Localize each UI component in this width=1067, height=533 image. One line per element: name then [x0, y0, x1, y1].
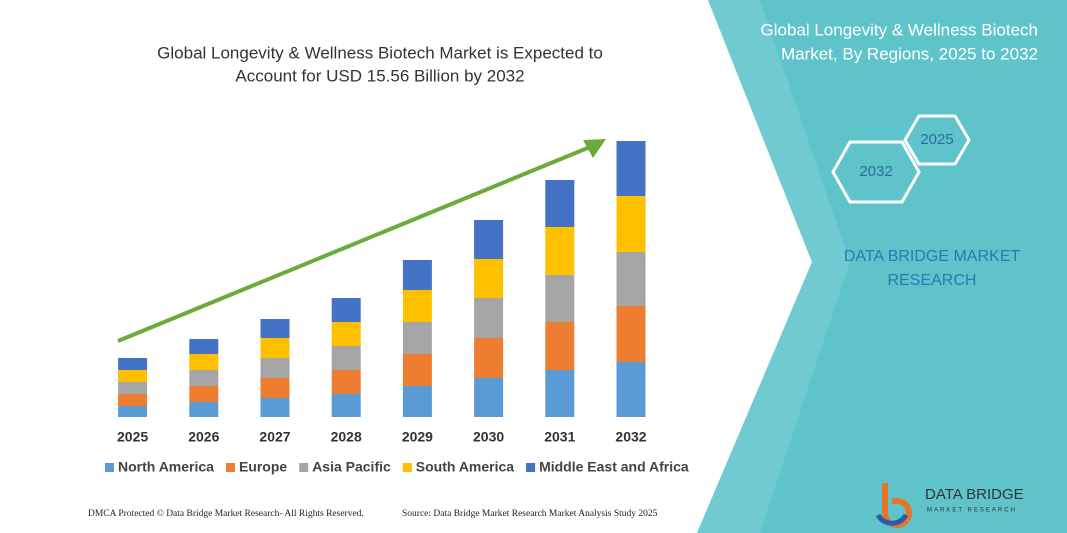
- footer-right: Source: Data Bridge Market Research Mark…: [402, 509, 658, 519]
- bars: 2025 2026 2027 2028 2029 2030 2031 2032: [117, 141, 647, 445]
- bar-segment: [474, 298, 504, 338]
- legend-label: North America: [118, 459, 214, 475]
- logo-mark: [875, 513, 909, 526]
- logo-name: DATA BRIDGE: [925, 486, 1024, 503]
- bar-segment: [260, 319, 290, 338]
- legend-swatch: [526, 463, 536, 472]
- bar-segment: [331, 394, 361, 417]
- hexagon: [903, 114, 971, 166]
- hexagon: [831, 140, 921, 204]
- bar-segment: [260, 338, 290, 358]
- x-tick-label: 2032: [615, 429, 646, 445]
- chart-title: Global Longevity & Wellness Biotech Mark…: [157, 43, 603, 62]
- bar-segment: [545, 275, 575, 322]
- bar-segment: [331, 370, 361, 394]
- bar-segment: [616, 306, 646, 362]
- bar-segment: [331, 322, 361, 346]
- panel-title: Market, By Regions, 2025 to 2032: [781, 44, 1038, 63]
- x-tick-label: 2029: [402, 429, 433, 445]
- brand-text: RESEARCH: [888, 272, 977, 289]
- bar-segment: [118, 406, 148, 417]
- legend-swatch: [105, 463, 114, 472]
- bar-segment: [189, 386, 219, 402]
- bar-segment: [616, 196, 646, 252]
- side-panel-band: [697, 0, 850, 533]
- hexagon-label: 2032: [859, 163, 892, 180]
- bar-segment: [402, 260, 432, 290]
- legend-label: Europe: [239, 459, 287, 475]
- bar-segment: [402, 290, 432, 322]
- x-tick-label: 2027: [259, 429, 290, 445]
- bar-segment: [189, 402, 219, 417]
- legend-label: South America: [416, 459, 514, 475]
- legend-swatch: [402, 463, 412, 472]
- bar-segment: [474, 259, 504, 298]
- bar-segment: [260, 378, 290, 398]
- x-tick-label: 2028: [331, 429, 362, 445]
- legend-swatch: [299, 463, 309, 472]
- bar-segment: [616, 362, 646, 417]
- bar-segment: [545, 322, 575, 370]
- panel-title: Global Longevity & Wellness Biotech: [760, 20, 1038, 39]
- bar-segment: [545, 370, 575, 417]
- arrow-head: [583, 139, 606, 158]
- chart-title: Account for USD 15.56 Billion by 2032: [235, 66, 524, 85]
- bar-segment: [474, 220, 504, 259]
- bar-segment: [616, 141, 646, 196]
- x-tick-label: 2026: [188, 429, 219, 445]
- x-tick-label: 2030: [473, 429, 504, 445]
- bar-segment: [402, 322, 432, 354]
- bar-segment: [118, 382, 148, 394]
- bar-segment: [545, 180, 575, 227]
- bar-segment: [118, 370, 148, 382]
- x-tick-label: 2031: [544, 429, 575, 445]
- bar-segment: [474, 378, 504, 417]
- bar-segment: [402, 354, 432, 386]
- bar-segment: [331, 346, 361, 370]
- bar-segment: [118, 358, 148, 370]
- x-tick-label: 2025: [117, 429, 148, 445]
- bar-segment: [189, 354, 219, 370]
- bar-segment: [545, 227, 575, 275]
- bar-segment: [260, 358, 290, 378]
- logo-tagline: MARKET RESEARCH: [927, 508, 1017, 514]
- legend-swatch: [225, 463, 235, 472]
- bar-segment: [616, 252, 646, 306]
- legend-label: Asia Pacific: [312, 459, 391, 475]
- footer-left: DMCA Protected © Data Bridge Market Rese…: [88, 508, 364, 519]
- legend-label: Middle East and Africa: [539, 459, 689, 475]
- trend-arrow: [117, 145, 591, 343]
- legend: North America Europe Asia Pacific South Ame…: [105, 459, 689, 475]
- bar-segment: [331, 298, 361, 322]
- brand-text: DATA BRIDGE MARKET: [844, 248, 1021, 265]
- logo: DATA BRIDGE MARKET RESEARCH: [875, 483, 1024, 528]
- hexagon-label: 2025: [920, 131, 953, 148]
- bar-segment: [402, 386, 432, 417]
- bar-segment: [118, 394, 148, 406]
- bar-segment: [189, 339, 219, 354]
- bar-segment: [260, 398, 290, 417]
- logo-mark: [882, 483, 912, 528]
- bar-segment: [189, 370, 219, 386]
- bar-segment: [474, 338, 504, 378]
